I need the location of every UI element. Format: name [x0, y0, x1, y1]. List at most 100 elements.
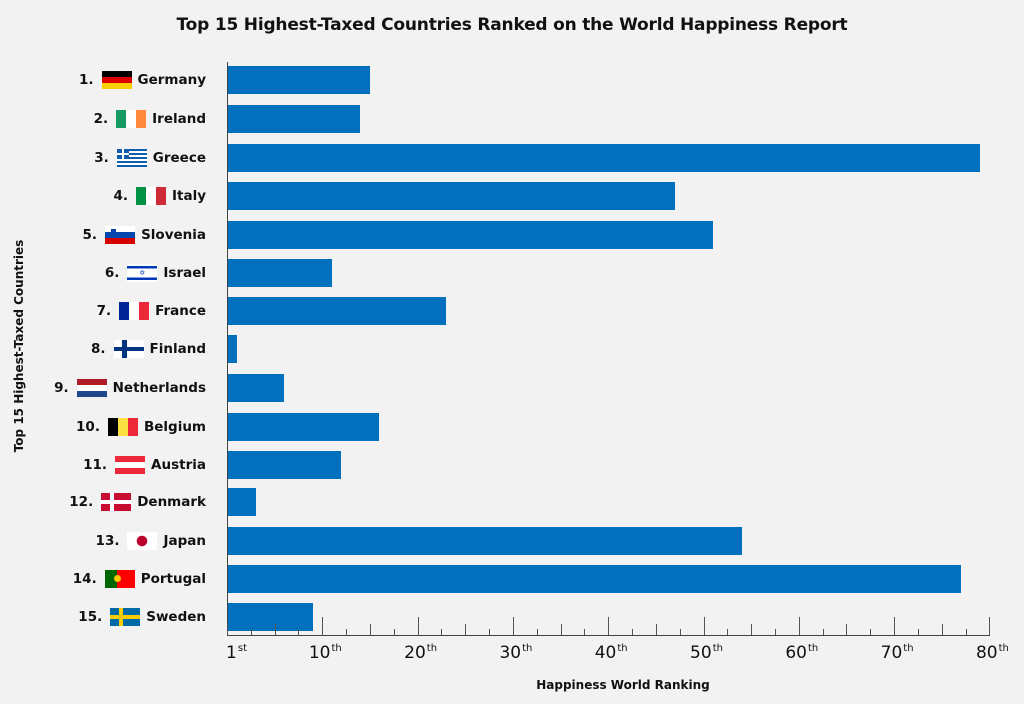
rank-number: 1. — [78, 72, 94, 88]
rank-number: 8. — [90, 341, 106, 357]
x-tick — [989, 617, 991, 635]
x-tick-label: 70th — [880, 643, 914, 663]
belgium-flag-icon — [107, 418, 138, 436]
bar-israel — [228, 259, 332, 287]
row-label: 15. Sweden — [78, 603, 206, 631]
x-tick — [798, 617, 800, 635]
row-label: 6. ✡ Israel — [105, 259, 206, 287]
rank-number: 6. — [104, 265, 120, 281]
x-tick — [917, 629, 919, 635]
x-tick — [322, 617, 324, 635]
bar-austria — [228, 451, 342, 479]
bar-japan — [228, 527, 742, 555]
rank-number: 15. — [78, 609, 103, 625]
rank-number: 13. — [95, 533, 120, 549]
x-axis-label: Happiness World Ranking — [536, 678, 710, 692]
bar-portugal — [228, 565, 961, 593]
bar-italy — [228, 182, 675, 210]
bar-slovenia — [228, 221, 714, 249]
bar-finland — [228, 335, 237, 363]
rank-number: 3. — [94, 150, 109, 166]
x-tick-label: 50th — [690, 643, 723, 663]
portugal-flag-icon — [104, 570, 135, 588]
x-tick — [870, 629, 872, 635]
chart-title: Top 15 Highest-Taxed Countries Ranked on… — [176, 15, 848, 35]
row-label: 13. Japan — [96, 527, 206, 555]
x-tick — [369, 624, 371, 635]
row-label: 11. Austria — [83, 451, 206, 479]
country-name: Japan — [163, 533, 206, 549]
x-tick-label: 1st — [226, 643, 247, 663]
x-tick — [727, 629, 729, 635]
ireland-flag-icon — [116, 110, 147, 128]
x-tick — [536, 629, 538, 635]
row-label: 8. Finland — [91, 335, 206, 363]
x-tick — [774, 629, 776, 635]
x-tick — [632, 629, 634, 635]
x-tick — [250, 629, 252, 635]
x-tick — [608, 617, 610, 635]
slovenia-flag-icon — [105, 226, 136, 244]
bar-netherlands — [228, 374, 285, 402]
x-tick-label: 80th — [975, 643, 1009, 663]
x-axis-line — [227, 635, 990, 636]
x-tick — [965, 629, 967, 635]
x-tick — [894, 617, 896, 635]
y-axis-label: Top 15 Highest-Taxed Countries — [12, 239, 26, 453]
bar-greece — [228, 144, 980, 172]
country-name: Italy — [171, 188, 206, 204]
x-tick — [298, 629, 300, 635]
denmark-flag-icon — [101, 493, 132, 511]
row-label: 2. Ireland — [94, 105, 206, 133]
country-name: France — [155, 303, 206, 319]
x-tick — [655, 624, 657, 635]
country-name: Austria — [151, 457, 206, 473]
country-name: Finland — [149, 341, 206, 357]
row-label: 4. Italy — [113, 182, 206, 210]
row-label: 9. Netherlands — [54, 374, 206, 402]
greece-flag-icon — [116, 149, 147, 167]
rank-number: 9. — [54, 380, 69, 396]
x-tick — [751, 624, 753, 635]
y-axis-line — [227, 62, 228, 636]
bar-germany — [228, 66, 370, 94]
france-flag-icon — [119, 302, 150, 320]
country-name: Denmark — [137, 494, 206, 510]
austria-flag-icon — [115, 456, 146, 474]
row-label: 10. Belgium — [76, 413, 206, 441]
country-name: Slovenia — [141, 227, 206, 243]
rank-number: 14. — [72, 571, 97, 587]
x-tick — [822, 629, 824, 635]
italy-flag-icon — [135, 187, 166, 205]
x-tick — [679, 629, 681, 635]
rank-number: 10. — [76, 419, 100, 435]
country-name: Netherlands — [112, 380, 206, 396]
bar-france — [228, 297, 447, 325]
country-name: Portugal — [140, 571, 206, 587]
rank-number: 2. — [93, 111, 109, 127]
bar-ireland — [228, 105, 361, 133]
country-name: Belgium — [143, 419, 206, 435]
country-name: Israel — [163, 265, 206, 281]
x-tick — [846, 624, 848, 635]
row-label: 14. Portugal — [73, 565, 206, 593]
x-tick — [417, 617, 419, 635]
israel-flag-icon: ✡ — [127, 264, 158, 282]
x-tick-label: 30th — [499, 643, 533, 663]
sweden-flag-icon — [110, 608, 141, 626]
rank-number: 4. — [113, 188, 128, 204]
x-tick — [584, 629, 586, 635]
finland-flag-icon — [113, 340, 144, 358]
x-tick — [441, 629, 443, 635]
bar-denmark — [228, 488, 256, 516]
x-tick — [703, 617, 705, 635]
rank-number: 7. — [96, 303, 112, 319]
row-label: 1. Germany — [79, 66, 206, 94]
row-label: 7. France — [97, 297, 206, 325]
x-tick — [489, 629, 491, 635]
x-tick — [393, 629, 395, 635]
germany-flag-icon — [101, 71, 132, 89]
x-tick — [346, 629, 348, 635]
bar-sweden — [228, 603, 313, 631]
x-tick — [227, 624, 228, 635]
